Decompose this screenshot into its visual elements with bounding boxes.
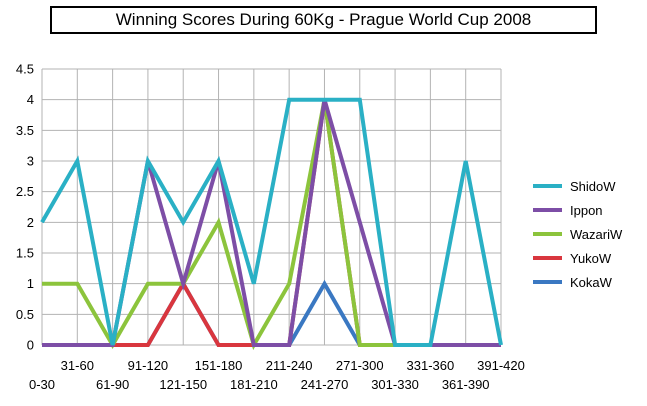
y-tick-label: 4.5 — [16, 62, 34, 77]
x-tick-label: 0-30 — [29, 377, 55, 392]
y-tick-label: 0 — [27, 338, 34, 353]
y-tick-label: 1 — [27, 276, 34, 291]
x-tick-label: 151-180 — [195, 358, 243, 373]
y-tick-label: 2 — [27, 215, 34, 230]
legend: ShidoW Ippon WazariW YukoW KokaW — [533, 179, 623, 290]
chart-title: Winning Scores During 60Kg - Prague Worl… — [50, 6, 597, 34]
x-tick-label: 61-90 — [96, 377, 129, 392]
x-tick-label: 301-330 — [371, 377, 419, 392]
y-tick-label: 3 — [27, 154, 34, 169]
y-tick-label: 1.5 — [16, 246, 34, 261]
x-tick-label: 271-300 — [336, 358, 384, 373]
legend-label-ippon: Ippon — [570, 203, 603, 218]
x-tick-label: 181-210 — [230, 377, 278, 392]
x-tick-label: 121-150 — [159, 377, 207, 392]
legend-label-shidow: ShidoW — [570, 179, 616, 194]
x-tick-label: 211-240 — [266, 358, 313, 373]
x-tick-label: 241-270 — [301, 377, 349, 392]
x-tick-label: 331-360 — [407, 358, 455, 373]
x-tick-label: 391-420 — [477, 358, 525, 373]
y-tick-label: 4 — [27, 92, 34, 107]
x-tick-label: 361-390 — [442, 377, 490, 392]
gridlines — [41, 68, 502, 346]
series-line-shidow — [40, 97, 503, 347]
y-tick-label: 0.5 — [16, 307, 34, 322]
legend-label-yukow: YukoW — [570, 251, 612, 266]
x-tick-label: 31-60 — [61, 358, 94, 373]
series-lines — [40, 97, 503, 351]
y-tick-label: 2.5 — [16, 184, 34, 199]
y-tick-label: 3.5 — [16, 123, 34, 138]
legend-label-wazariw: WazariW — [570, 227, 623, 242]
legend-label-kokaw: KokaW — [570, 275, 613, 290]
x-tick-label: 91-120 — [128, 358, 168, 373]
